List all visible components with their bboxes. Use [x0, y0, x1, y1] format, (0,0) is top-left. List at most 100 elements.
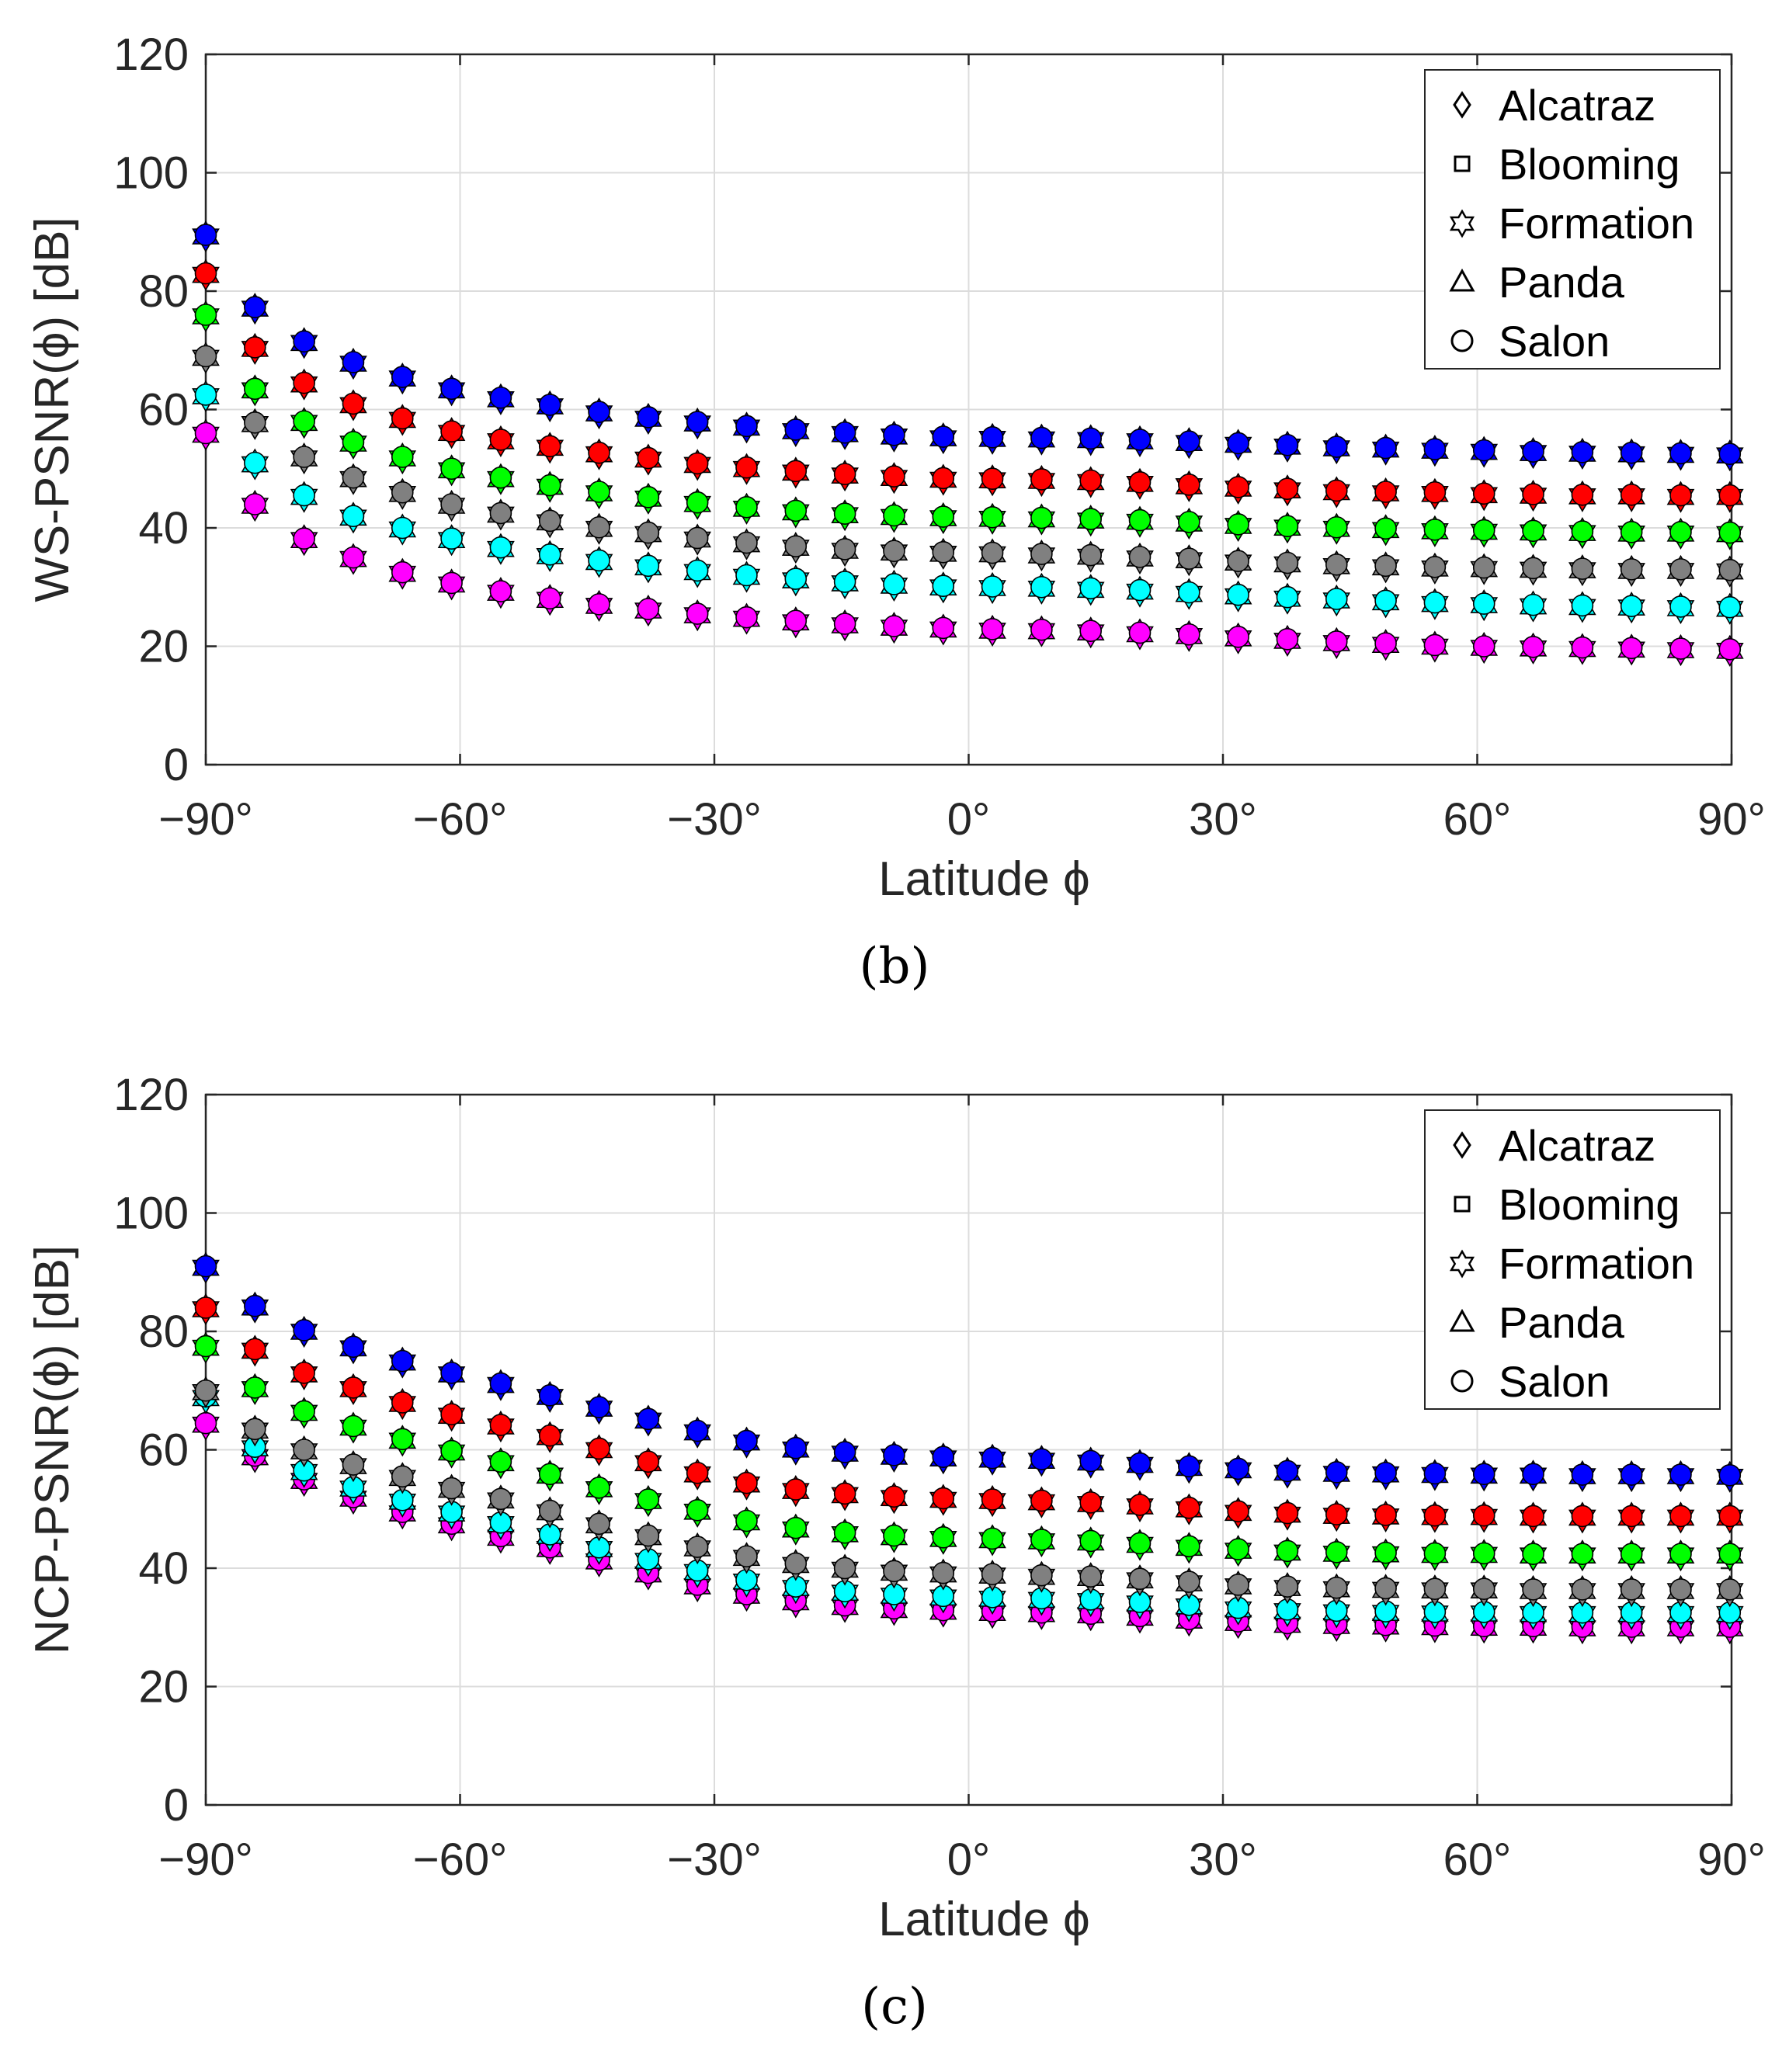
point-gray: [1374, 1577, 1397, 1600]
point-blue: [637, 406, 660, 429]
x-tick-label: −60°: [413, 1834, 508, 1885]
point-blue: [538, 1384, 561, 1407]
point-red: [1178, 474, 1200, 496]
point-blue: [538, 394, 561, 416]
legend-marker-square-icon: [1454, 1196, 1471, 1213]
point-green: [244, 377, 266, 401]
point-cyan: [883, 573, 905, 595]
point-gray: [1325, 553, 1348, 576]
point-red: [981, 1488, 1004, 1511]
point-blue: [1128, 429, 1152, 451]
point-gray: [833, 538, 856, 561]
point-green: [1079, 1529, 1102, 1553]
x-axis-title: Latitude ϕ: [878, 1893, 1090, 1946]
point-gray: [1276, 1575, 1299, 1598]
legend-marker-triangle-icon: [1449, 268, 1475, 292]
point-magenta: [538, 587, 561, 610]
point-green: [1325, 515, 1348, 539]
point-magenta: [194, 1411, 217, 1435]
point-red: [244, 1338, 266, 1361]
point-green: [1718, 1543, 1742, 1566]
point-green: [1571, 1543, 1594, 1566]
point-cyan: [1374, 589, 1397, 613]
point-gray: [1079, 1565, 1102, 1588]
point-gray: [1276, 551, 1299, 574]
y-tick-label: 80: [138, 1307, 189, 1357]
point-gray: [489, 1487, 512, 1511]
point-cyan: [784, 567, 808, 590]
point-green: [1718, 521, 1742, 544]
point-cyan: [342, 505, 365, 528]
point-blue: [1522, 1463, 1544, 1486]
point-gray: [342, 466, 365, 489]
point-blue: [735, 415, 758, 438]
point-magenta: [1620, 637, 1643, 660]
panel-label-b: (b): [859, 938, 930, 995]
legend-label: Panda: [1499, 258, 1625, 307]
point-blue: [588, 401, 610, 423]
point-green: [932, 505, 955, 528]
point-red: [784, 460, 808, 483]
point-blue: [342, 1335, 365, 1359]
point-blue: [1620, 1463, 1643, 1486]
point-green: [489, 1450, 512, 1473]
point-red: [1472, 482, 1495, 505]
x-tick-label: 90°: [1697, 794, 1766, 845]
point-cyan: [932, 574, 955, 598]
x-tick-label: −30°: [667, 1834, 762, 1885]
point-green: [1669, 521, 1692, 543]
point-magenta: [391, 561, 414, 584]
point-green: [981, 1527, 1004, 1550]
point-blue: [1472, 1463, 1495, 1486]
point-gray: [1030, 1564, 1053, 1587]
y-tick-label: 40: [138, 1543, 189, 1594]
point-gray: [440, 1477, 463, 1500]
point-cyan: [637, 554, 660, 578]
point-red: [1030, 1489, 1053, 1512]
point-cyan: [1423, 591, 1447, 614]
point-gray: [1718, 1578, 1742, 1601]
point-red: [391, 1391, 414, 1414]
point-gray: [194, 345, 217, 368]
point-red: [1276, 477, 1299, 500]
point-green: [391, 446, 414, 468]
panel-c: 0 20 40 60 80 100 120 −90° −60° −30° 0° 30° 60° 90° La…: [0, 1040, 1789, 2072]
point-red: [883, 1485, 905, 1508]
point-cyan: [1669, 595, 1692, 618]
x-tick-label: 30°: [1189, 794, 1257, 845]
point-red: [1571, 483, 1594, 506]
point-green: [1669, 1543, 1692, 1566]
point-red: [1276, 1501, 1299, 1525]
point-magenta: [489, 580, 512, 602]
point-green: [194, 304, 217, 326]
point-blue: [1423, 1462, 1447, 1485]
point-red: [1030, 468, 1053, 491]
series-magenta: [192, 418, 1744, 667]
legend-marker-hexagram-icon: [1449, 1249, 1475, 1279]
point-cyan: [1325, 588, 1348, 610]
point-red: [1423, 481, 1447, 504]
point-red: [194, 262, 217, 285]
point-cyan: [686, 559, 709, 582]
point-red: [1620, 483, 1643, 506]
point-red: [1423, 1504, 1447, 1527]
x-tick-label: 60°: [1443, 794, 1512, 845]
point-blue: [1374, 1461, 1397, 1484]
point-magenta: [1571, 636, 1594, 659]
point-green: [342, 431, 365, 453]
point-blue: [686, 1419, 709, 1442]
point-gray: [1423, 556, 1447, 578]
point-red: [1128, 1494, 1152, 1516]
point-blue: [1079, 427, 1102, 450]
point-blue: [244, 296, 266, 318]
point-blue: [735, 1429, 758, 1452]
point-blue: [440, 377, 463, 401]
legend-marker-triangle-icon: [1449, 1308, 1475, 1332]
point-blue: [784, 418, 808, 441]
point-green: [1522, 519, 1544, 543]
y-axis-title: WS-PSNR(ϕ) [dB]: [26, 217, 79, 602]
point-gray: [293, 446, 315, 468]
point-blue: [883, 1444, 905, 1466]
point-red: [735, 456, 758, 479]
point-cyan: [833, 571, 856, 593]
